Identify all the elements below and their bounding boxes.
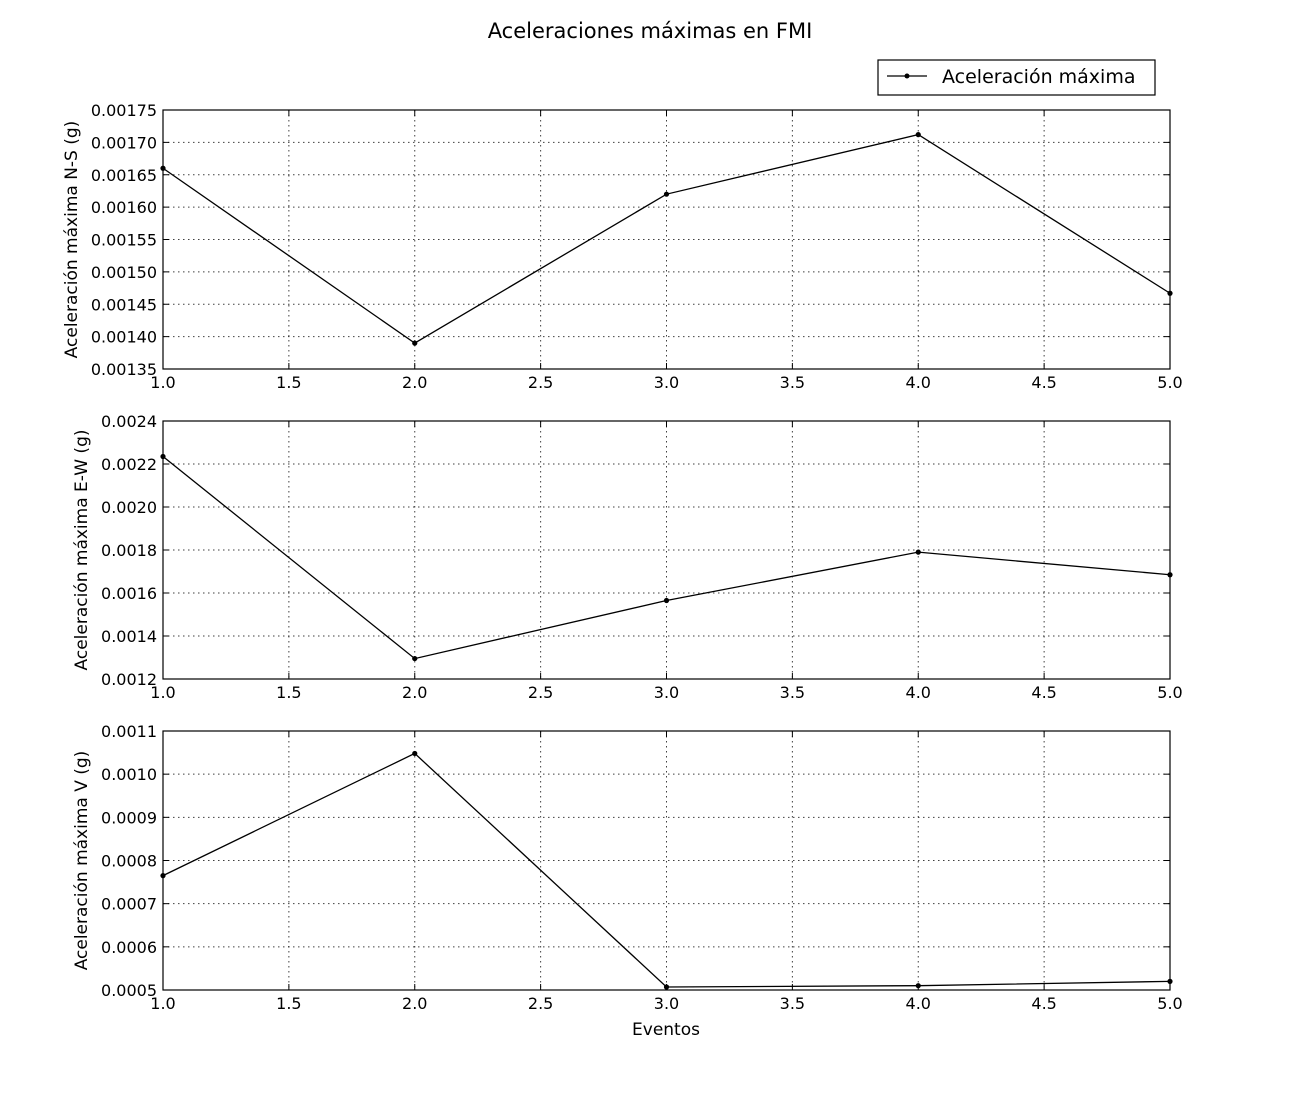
y-tick-label: 0.0009 — [101, 808, 157, 827]
x-tick-label: 2.5 — [528, 683, 553, 702]
y-tick-label: 0.0006 — [101, 938, 157, 957]
x-tick-label: 1.0 — [150, 683, 175, 702]
y-tick-label: 0.0011 — [101, 722, 157, 741]
x-tick-label: 2.0 — [402, 373, 427, 392]
y-tick-label: 0.00145 — [91, 295, 157, 314]
y-tick-label: 0.0018 — [101, 541, 157, 560]
y-axis-label: Aceleración máxima E-W (g) — [72, 430, 92, 671]
y-tick-label: 0.00165 — [91, 166, 157, 185]
x-tick-label: 3.0 — [654, 994, 679, 1013]
y-tick-label: 0.00160 — [91, 198, 157, 217]
legend: Aceleración máxima — [877, 59, 1156, 96]
y-tick-label: 0.0008 — [101, 852, 157, 871]
x-tick-label: 3.5 — [780, 994, 805, 1013]
x-tick-label: 2.0 — [402, 683, 427, 702]
x-tick-label: 5.0 — [1157, 994, 1182, 1013]
x-tick-label: 5.0 — [1157, 373, 1182, 392]
data-point — [663, 984, 670, 990]
data-point — [412, 340, 418, 346]
panel-1: 1.0 1.5 2.0 2.5 3.0 3.5 4.0 4.5 5.0 0.00135 0.0014… — [62, 101, 1183, 392]
x-tick-label: 1.5 — [276, 683, 301, 702]
y-tick-label: 0.00135 — [91, 360, 157, 379]
y-axis-label: Aceleración máxima V (g) — [72, 751, 92, 971]
panel-2: 1.0 1.5 2.0 2.5 3.0 3.5 4.0 4.5 5.0 0.0012 0.0014 0… — [72, 412, 1183, 702]
y-tick-label: 0.00140 — [91, 328, 157, 347]
data-point — [1167, 572, 1173, 578]
x-tick-label: 4.5 — [1031, 683, 1056, 702]
data-point — [915, 983, 921, 989]
x-tick-label: 5.0 — [1157, 683, 1182, 702]
x-tick-label: 2.0 — [402, 994, 427, 1013]
panel-3: 1.0 1.5 2.0 2.5 3.0 3.5 4.0 4.5 5.0 0.0005 0.0006 0… — [72, 722, 1183, 1013]
data-point — [1167, 978, 1173, 984]
legend-marker-swatch — [904, 73, 910, 79]
data-point — [663, 597, 670, 604]
y-tick-label: 0.0005 — [101, 981, 157, 1000]
y-tick-label: 0.0012 — [101, 670, 157, 689]
y-tick-label: 0.0016 — [101, 584, 157, 603]
x-tick-label: 1.5 — [276, 994, 301, 1013]
y-tick-label: 0.00150 — [91, 263, 157, 282]
data-point — [412, 655, 418, 662]
x-tick-label: 4.0 — [906, 373, 931, 392]
x-tick-label: 3.0 — [654, 683, 679, 702]
data-point — [160, 165, 166, 171]
x-axis-label: Eventos — [632, 1020, 700, 1040]
x-tick-label: 4.0 — [906, 994, 931, 1013]
y-tick-label: 0.00170 — [91, 133, 157, 152]
data-point — [412, 750, 418, 757]
x-tick-label: 4.5 — [1031, 994, 1056, 1013]
y-tick-label: 0.0007 — [101, 895, 157, 914]
data-point — [915, 132, 921, 138]
x-tick-label: 4.0 — [906, 683, 931, 702]
data-point — [1167, 290, 1173, 296]
x-tick-label: 1.5 — [276, 373, 301, 392]
x-tick-label: 1.0 — [150, 994, 175, 1013]
x-tick-label: 2.5 — [528, 994, 553, 1013]
y-tick-label: 0.0010 — [101, 765, 157, 784]
y-tick-label: 0.0024 — [101, 412, 157, 431]
x-tick-label: 3.5 — [780, 683, 805, 702]
y-tick-label: 0.0020 — [101, 498, 157, 517]
x-tick-label: 1.0 — [150, 373, 175, 392]
chart-title: Aceleraciones máximas en FMI — [488, 19, 813, 43]
x-tick-label: 2.5 — [528, 373, 553, 392]
y-tick-label: 0.0022 — [101, 455, 157, 474]
legend-frame — [877, 59, 1156, 96]
x-tick-label: 3.0 — [654, 373, 679, 392]
y-axis-label: Aceleración máxima N-S (g) — [62, 121, 82, 359]
y-tick-label: 0.0014 — [101, 627, 157, 646]
y-tick-label: 0.00175 — [91, 101, 157, 120]
x-tick-label: 4.5 — [1031, 373, 1056, 392]
x-tick-label: 3.5 — [780, 373, 805, 392]
data-point — [663, 191, 670, 197]
data-point — [915, 549, 921, 555]
y-tick-label: 0.00155 — [91, 231, 157, 250]
legend-label: Aceleración máxima — [942, 66, 1135, 88]
data-point — [160, 453, 166, 460]
data-point — [160, 873, 166, 879]
